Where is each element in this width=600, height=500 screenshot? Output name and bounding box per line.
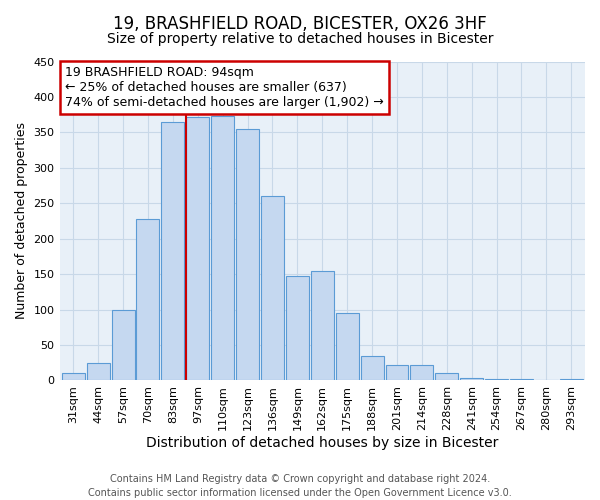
Bar: [560, 379, 583, 380]
Bar: [112, 310, 134, 380]
Text: 19 BRASHFIELD ROAD: 94sqm
← 25% of detached houses are smaller (637)
74% of semi: 19 BRASHFIELD ROAD: 94sqm ← 25% of detac…: [65, 66, 383, 110]
Bar: [136, 219, 160, 380]
Bar: [336, 313, 359, 380]
Text: Size of property relative to detached houses in Bicester: Size of property relative to detached ho…: [107, 32, 493, 46]
Bar: [86, 362, 110, 380]
Text: Contains HM Land Registry data © Crown copyright and database right 2024.
Contai: Contains HM Land Registry data © Crown c…: [88, 474, 512, 498]
Bar: [286, 276, 309, 380]
Bar: [261, 196, 284, 380]
Bar: [62, 374, 85, 380]
Bar: [436, 374, 458, 380]
Text: 19, BRASHFIELD ROAD, BICESTER, OX26 3HF: 19, BRASHFIELD ROAD, BICESTER, OX26 3HF: [113, 15, 487, 33]
Bar: [485, 379, 508, 380]
Bar: [161, 122, 184, 380]
Bar: [510, 379, 533, 380]
Bar: [361, 356, 383, 380]
Bar: [460, 378, 483, 380]
X-axis label: Distribution of detached houses by size in Bicester: Distribution of detached houses by size …: [146, 436, 499, 450]
Y-axis label: Number of detached properties: Number of detached properties: [15, 122, 28, 320]
Bar: [236, 129, 259, 380]
Bar: [211, 116, 234, 380]
Bar: [410, 365, 433, 380]
Bar: [386, 365, 409, 380]
Bar: [311, 270, 334, 380]
Bar: [186, 117, 209, 380]
